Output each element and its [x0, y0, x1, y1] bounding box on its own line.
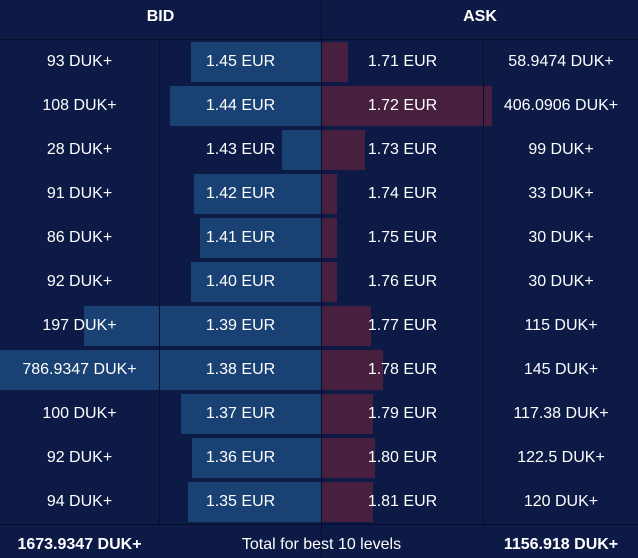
bid-depth-bar — [191, 42, 321, 82]
bid-depth-bar — [188, 482, 321, 522]
ask-price: 1.76 EUR — [367, 273, 438, 290]
ask-depth-bar — [322, 174, 337, 214]
bid-price: 1.42 EUR — [205, 185, 276, 202]
order-level-row[interactable]: 92 DUK+ 1.40 EUR 1.76 EUR 30 DUK+ — [0, 260, 638, 304]
bid-total: 1673.9347 DUK+ — [17, 536, 142, 553]
bid-price: 1.40 EUR — [205, 273, 276, 290]
ask-depth-bar — [322, 350, 383, 390]
order-level-row[interactable]: 86 DUK+ 1.41 EUR 1.75 EUR 30 DUK+ — [0, 216, 638, 260]
ask-price: 1.71 EUR — [367, 53, 438, 70]
ask-depth-bar — [322, 482, 373, 522]
ask-depth-bar — [322, 306, 371, 346]
ask-price: 1.78 EUR — [367, 361, 438, 378]
ask-depth-bar — [322, 262, 337, 302]
bid-price: 1.37 EUR — [205, 405, 276, 422]
bid-depth-bar — [192, 438, 321, 478]
ask-amount: 30 DUK+ — [528, 273, 594, 290]
ask-price: 1.81 EUR — [367, 493, 438, 510]
bid-price: 1.43 EUR — [205, 141, 276, 158]
bid-price: 1.44 EUR — [205, 97, 276, 114]
bid-depth-bar — [191, 262, 321, 302]
ask-price: 1.79 EUR — [367, 405, 438, 422]
ask-amount: 117.38 DUK+ — [513, 405, 609, 422]
ask-price: 1.80 EUR — [367, 449, 438, 466]
ask-depth-bar — [322, 86, 492, 126]
bid-amount: 94 DUK+ — [46, 493, 113, 510]
ask-amount: 115 DUK+ — [524, 317, 598, 334]
bid-depth-bar — [181, 394, 321, 434]
ask-column-divider — [483, 40, 484, 524]
ask-price: 1.73 EUR — [367, 141, 438, 158]
ask-column-header: ASK — [463, 8, 497, 25]
ask-price: 1.72 EUR — [367, 97, 438, 114]
bid-depth-bar — [0, 350, 321, 390]
ask-amount: 33 DUK+ — [528, 185, 594, 202]
bid-depth-bar — [84, 306, 321, 346]
ask-amount: 58.9474 DUK+ — [508, 53, 614, 70]
ask-total: 1156.918 DUK+ — [503, 536, 619, 553]
order-book-header: BID ASK — [0, 0, 638, 40]
bid-price: 1.35 EUR — [205, 493, 276, 510]
order-level-row[interactable]: 94 DUK+ 1.35 EUR 1.81 EUR 120 DUK+ — [0, 480, 638, 524]
ask-amount: 122.5 DUK+ — [517, 449, 605, 466]
bid-amount: 786.9347 DUK+ — [22, 361, 137, 378]
order-book-footer: 1673.9347 DUK+ Total for best 10 levels … — [0, 524, 638, 558]
bid-price: 1.45 EUR — [205, 53, 276, 70]
total-label: Total for best 10 levels — [241, 536, 402, 553]
bid-amount: 197 DUK+ — [42, 317, 117, 334]
ask-amount: 30 DUK+ — [528, 229, 594, 246]
ask-amount: 145 DUK+ — [523, 361, 599, 378]
bid-column-header: BID — [146, 8, 175, 25]
bid-depth-bar — [282, 130, 321, 170]
bid-amount: 28 DUK+ — [46, 141, 113, 158]
bid-amount: 93 DUK+ — [46, 53, 113, 70]
order-level-row[interactable]: 91 DUK+ 1.42 EUR 1.74 EUR 33 DUK+ — [0, 172, 638, 216]
ask-depth-bar — [322, 438, 375, 478]
bid-amount: 108 DUK+ — [42, 97, 117, 114]
order-level-row[interactable]: 786.9347 DUK+ 1.38 EUR 1.78 EUR 145 DUK+ — [0, 348, 638, 392]
order-level-row[interactable]: 108 DUK+ 1.44 EUR 1.72 EUR 406.0906 DUK+ — [0, 84, 638, 128]
bid-depth-bar — [170, 86, 321, 126]
ask-price: 1.74 EUR — [367, 185, 438, 202]
bid-column-divider — [159, 40, 160, 524]
bid-price: 1.39 EUR — [205, 317, 276, 334]
bid-depth-bar — [194, 174, 321, 214]
bid-price: 1.41 EUR — [205, 229, 276, 246]
order-level-row[interactable]: 28 DUK+ 1.43 EUR 1.73 EUR 99 DUK+ — [0, 128, 638, 172]
ask-amount: 99 DUK+ — [528, 141, 594, 158]
ask-price: 1.75 EUR — [367, 229, 438, 246]
bid-depth-bar — [200, 218, 321, 258]
ask-amount: 406.0906 DUK+ — [503, 97, 619, 114]
bid-price: 1.38 EUR — [205, 361, 276, 378]
ask-amount: 120 DUK+ — [523, 493, 599, 510]
bid-amount: 92 DUK+ — [46, 449, 113, 466]
order-level-row[interactable]: 100 DUK+ 1.37 EUR 1.79 EUR 117.38 DUK+ — [0, 392, 638, 436]
bid-amount: 92 DUK+ — [46, 273, 113, 290]
bid-amount: 91 DUK+ — [46, 185, 113, 202]
center-divider — [321, 0, 322, 558]
ask-depth-bar — [322, 394, 373, 434]
ask-price: 1.77 EUR — [367, 317, 438, 334]
order-level-row[interactable]: 197 DUK+ 1.39 EUR 1.77 EUR 115 DUK+ — [0, 304, 638, 348]
ask-depth-bar — [322, 218, 337, 258]
bid-price: 1.36 EUR — [205, 449, 276, 466]
ask-depth-bar — [322, 130, 365, 170]
bid-amount: 86 DUK+ — [46, 229, 113, 246]
bid-amount: 100 DUK+ — [42, 405, 117, 422]
ask-depth-bar — [322, 42, 348, 82]
order-level-row[interactable]: 93 DUK+ 1.45 EUR 1.71 EUR 58.9474 DUK+ — [0, 40, 638, 84]
order-level-row[interactable]: 92 DUK+ 1.36 EUR 1.80 EUR 122.5 DUK+ — [0, 436, 638, 480]
